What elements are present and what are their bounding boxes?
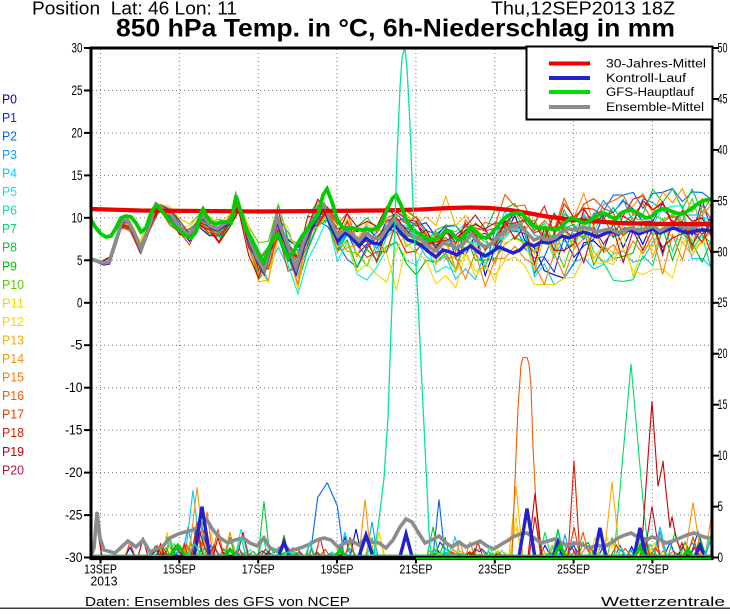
svg-text:50: 50 bbox=[718, 41, 728, 56]
svg-text:15: 15 bbox=[72, 168, 83, 183]
svg-text:15: 15 bbox=[718, 397, 728, 412]
svg-text:2013: 2013 bbox=[91, 575, 118, 589]
svg-text:13SEP: 13SEP bbox=[84, 563, 117, 577]
svg-text:-5: -5 bbox=[71, 338, 83, 353]
svg-text:P1: P1 bbox=[2, 111, 17, 125]
svg-text:P7: P7 bbox=[2, 222, 17, 236]
svg-text:Kontroll-Lauf: Kontroll-Lauf bbox=[606, 73, 687, 85]
svg-text:-10: -10 bbox=[65, 380, 83, 395]
svg-text:20: 20 bbox=[718, 346, 728, 361]
svg-text:23SEP: 23SEP bbox=[478, 563, 511, 577]
svg-text:GFS-Hauptlauf: GFS-Hauptlauf bbox=[606, 87, 695, 99]
svg-text:P19: P19 bbox=[2, 445, 24, 459]
svg-text:25: 25 bbox=[718, 295, 728, 310]
svg-text:19SEP: 19SEP bbox=[321, 563, 354, 577]
svg-text:P6: P6 bbox=[2, 204, 17, 218]
svg-text:P15: P15 bbox=[2, 371, 24, 385]
svg-text:20: 20 bbox=[72, 125, 83, 140]
svg-text:30-Jahres-Mittel: 30-Jahres-Mittel bbox=[606, 59, 706, 71]
svg-text:P0: P0 bbox=[2, 92, 17, 106]
svg-text:P3: P3 bbox=[2, 148, 17, 162]
svg-text:Daten: Ensembles des GFS von N: Daten: Ensembles des GFS von NCEP bbox=[85, 595, 350, 609]
svg-text:P4: P4 bbox=[2, 167, 17, 181]
svg-text:5: 5 bbox=[718, 499, 724, 514]
svg-text:35: 35 bbox=[718, 193, 728, 208]
svg-text:30: 30 bbox=[72, 41, 83, 56]
svg-text:P12: P12 bbox=[2, 315, 24, 329]
svg-text:Ensemble-Mittel: Ensemble-Mittel bbox=[606, 102, 704, 114]
svg-text:15SEP: 15SEP bbox=[163, 563, 196, 577]
svg-text:-20: -20 bbox=[65, 465, 83, 480]
svg-text:P8: P8 bbox=[2, 241, 17, 255]
svg-text:P11: P11 bbox=[2, 296, 24, 310]
svg-text:0: 0 bbox=[718, 550, 724, 565]
svg-text:Thu,12SEP2013 18Z: Thu,12SEP2013 18Z bbox=[491, 0, 675, 19]
svg-text:P14: P14 bbox=[2, 352, 24, 366]
svg-text:P2: P2 bbox=[2, 129, 17, 143]
svg-text:25SEP: 25SEP bbox=[557, 563, 590, 577]
svg-text:P20: P20 bbox=[2, 463, 24, 477]
svg-text:45: 45 bbox=[718, 92, 728, 107]
svg-text:Position Lat: 46 Lon: 11: Position Lat: 46 Lon: 11 bbox=[32, 0, 237, 19]
svg-text:10: 10 bbox=[72, 210, 83, 225]
svg-text:25: 25 bbox=[72, 83, 83, 98]
svg-text:850 hPa Temp. in °C, 6h-Nieder: 850 hPa Temp. in °C, 6h-Niederschlag in … bbox=[116, 15, 675, 43]
svg-text:-30: -30 bbox=[65, 550, 83, 565]
svg-text:P13: P13 bbox=[2, 333, 24, 347]
svg-text:0: 0 bbox=[77, 295, 83, 310]
svg-text:P9: P9 bbox=[2, 259, 17, 273]
svg-text:P10: P10 bbox=[2, 278, 24, 292]
svg-text:17SEP: 17SEP bbox=[242, 563, 275, 577]
svg-text:21SEP: 21SEP bbox=[399, 563, 432, 577]
svg-text:P16: P16 bbox=[2, 389, 24, 403]
svg-text:P17: P17 bbox=[2, 408, 24, 422]
svg-text:40: 40 bbox=[718, 142, 728, 157]
svg-text:Wetterzentrale: Wetterzentrale bbox=[601, 594, 725, 609]
svg-text:27SEP: 27SEP bbox=[636, 563, 669, 577]
svg-text:-15: -15 bbox=[65, 423, 83, 438]
svg-text:5: 5 bbox=[77, 253, 83, 268]
svg-text:10: 10 bbox=[718, 448, 728, 463]
svg-text:P5: P5 bbox=[2, 185, 17, 199]
svg-text:P18: P18 bbox=[2, 426, 24, 440]
svg-text:-25: -25 bbox=[65, 508, 83, 523]
svg-text:30: 30 bbox=[718, 244, 728, 259]
